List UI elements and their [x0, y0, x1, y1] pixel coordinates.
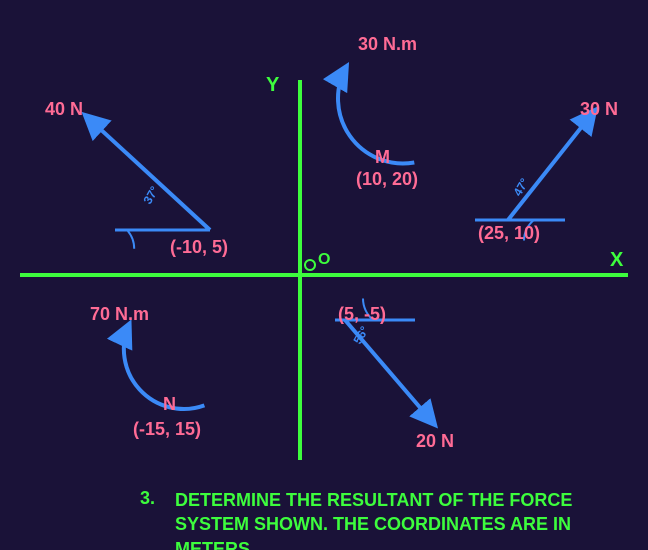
diagram-stage: 37°47°56° X Y O 40 N (-10, 5) 30 N (25, … — [0, 0, 648, 550]
moment-30-magnitude: 30 N.m — [358, 35, 417, 55]
force-40-point: (-10, 5) — [170, 238, 228, 258]
moment-70-name: N — [163, 395, 176, 415]
force-20-point: (5, -5) — [338, 305, 386, 325]
force-20-magnitude: 20 N — [416, 432, 454, 452]
moment-70-point: (-15, 15) — [133, 420, 201, 440]
origin-label: O — [318, 251, 330, 269]
force-30-point: (25, 10) — [478, 224, 540, 244]
diagram-svg: 37°47°56° — [0, 0, 648, 550]
moment-30-name: M — [375, 148, 390, 168]
axis-y-label: Y — [266, 74, 279, 96]
force-30-magnitude: 30 N — [580, 100, 618, 120]
svg-text:37°: 37° — [140, 184, 161, 207]
axis-x-label: X — [610, 249, 623, 271]
moment-70-magnitude: 70 N.m — [90, 305, 149, 325]
question-text: DETERMINE THE RESULTANT OF THE FORCESYST… — [175, 488, 572, 550]
force-40-magnitude: 40 N — [45, 100, 83, 120]
question-number: 3. — [140, 488, 155, 509]
moment-30-point: (10, 20) — [356, 170, 418, 190]
